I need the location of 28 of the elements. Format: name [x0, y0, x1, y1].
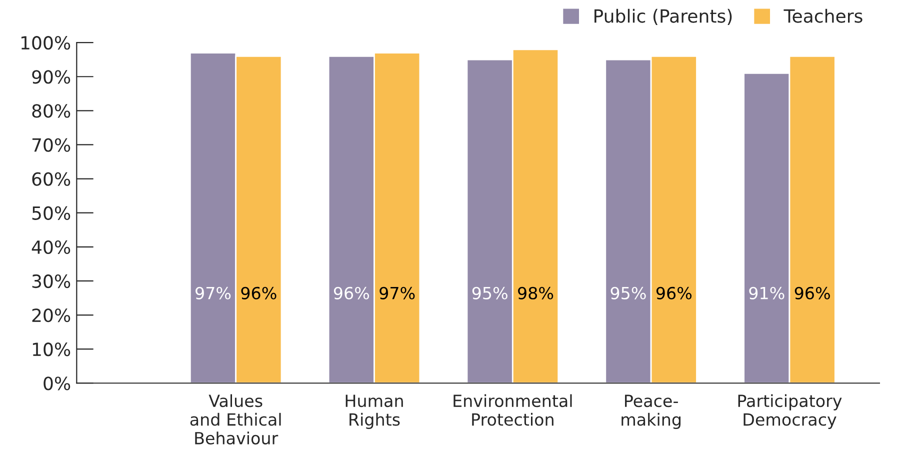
x-tick-label: Peace- making	[622, 394, 680, 430]
y-tick-label: 20%	[32, 308, 70, 322]
y-tick-label: 90%	[32, 70, 70, 84]
x-tick-label: Environmental Protection	[454, 394, 572, 426]
data-label: 97%	[380, 286, 415, 300]
data-label: 98%	[518, 286, 554, 300]
y-tick-label: 60%	[32, 172, 70, 186]
y-tick-label: 0%	[44, 376, 70, 390]
legend-label: Teachers	[784, 8, 862, 23]
x-tick-label: Values and Ethical Behaviour	[190, 394, 281, 444]
data-label: 95%	[610, 286, 646, 300]
y-tick-label: 70%	[32, 138, 70, 152]
y-tick-label: 10%	[32, 342, 70, 356]
y-tick-label: 50%	[32, 206, 70, 220]
data-label: 96%	[794, 286, 830, 300]
data-label: 96%	[241, 286, 276, 300]
data-label: 96%	[334, 286, 370, 300]
y-tick-label: 30%	[32, 274, 70, 288]
data-label: 97%	[196, 286, 231, 300]
legend-label: Public (Parents)	[594, 8, 732, 25]
x-tick-label: Human Rights	[346, 394, 403, 430]
y-tick-label: 100%	[21, 36, 70, 50]
y-tick-label: 80%	[32, 104, 70, 118]
data-label: 91%	[749, 286, 784, 300]
x-tick-label: Participatory Democracy	[738, 394, 842, 430]
data-label: 96%	[656, 286, 692, 300]
data-label: 95%	[472, 286, 508, 300]
y-tick-label: 40%	[32, 240, 70, 254]
